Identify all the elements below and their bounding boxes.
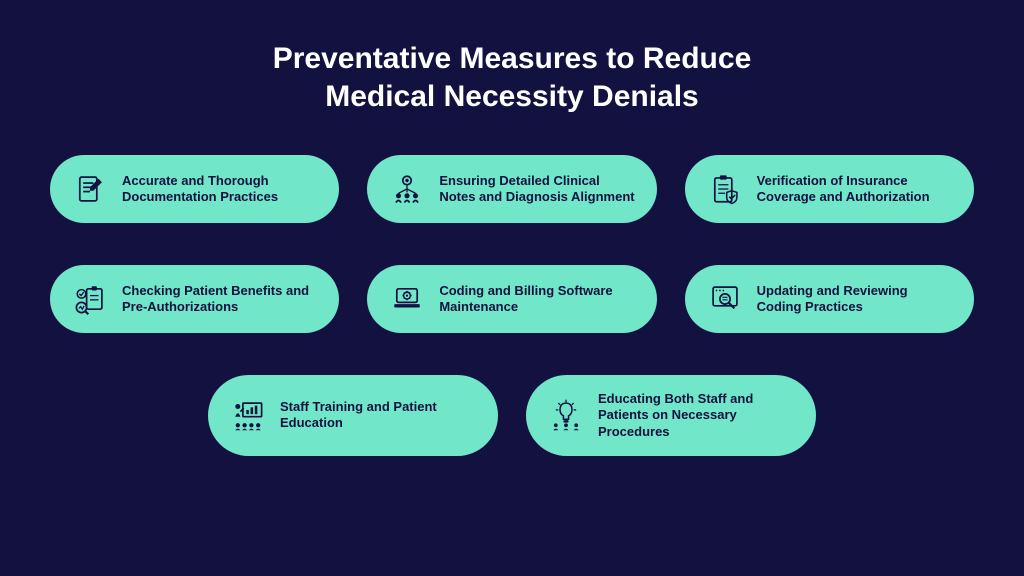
pill-label: Ensuring Detailed Clinical Notes and Dia… (439, 173, 634, 206)
pill-label: Updating and Reviewing Coding Practices (757, 283, 952, 316)
pill-grid: Accurate and Thorough Documentation Prac… (50, 155, 974, 456)
presentation-icon (230, 397, 266, 433)
pill-row: Checking Patient Benefits and Pre-Author… (50, 265, 974, 333)
idea-people-icon (548, 397, 584, 433)
info-pill: Accurate and Thorough Documentation Prac… (50, 155, 339, 223)
pill-label: Staff Training and Patient Education (280, 399, 476, 432)
pill-label: Accurate and Thorough Documentation Prac… (122, 173, 317, 206)
document-edit-icon (72, 171, 108, 207)
info-pill: Educating Both Staff and Patients on Nec… (526, 375, 816, 456)
title-line-1: Preventative Measures to Reduce (273, 42, 752, 75)
pill-row: Staff Training and Patient Education Educ… (50, 375, 974, 456)
infographic-page: Preventative Measures to Reduce Medical … (0, 0, 1024, 576)
info-pill: Checking Patient Benefits and Pre-Author… (50, 265, 339, 333)
pill-label: Checking Patient Benefits and Pre-Author… (122, 283, 317, 316)
magnify-doc-icon (707, 281, 743, 317)
team-target-icon (389, 171, 425, 207)
info-pill: Coding and Billing Software Maintenance (367, 265, 656, 333)
clipboard-shield-icon (707, 171, 743, 207)
page-title: Preventative Measures to Reduce Medical … (273, 40, 752, 115)
chart-check-icon (72, 281, 108, 317)
laptop-gear-icon (389, 281, 425, 317)
info-pill: Verification of Insurance Coverage and A… (685, 155, 974, 223)
pill-label: Educating Both Staff and Patients on Nec… (598, 391, 794, 440)
title-line-2: Medical Necessity Denials (325, 80, 699, 113)
pill-label: Coding and Billing Software Maintenance (439, 283, 634, 316)
pill-row: Accurate and Thorough Documentation Prac… (50, 155, 974, 223)
info-pill: Ensuring Detailed Clinical Notes and Dia… (367, 155, 656, 223)
pill-label: Verification of Insurance Coverage and A… (757, 173, 952, 206)
info-pill: Staff Training and Patient Education (208, 375, 498, 456)
info-pill: Updating and Reviewing Coding Practices (685, 265, 974, 333)
